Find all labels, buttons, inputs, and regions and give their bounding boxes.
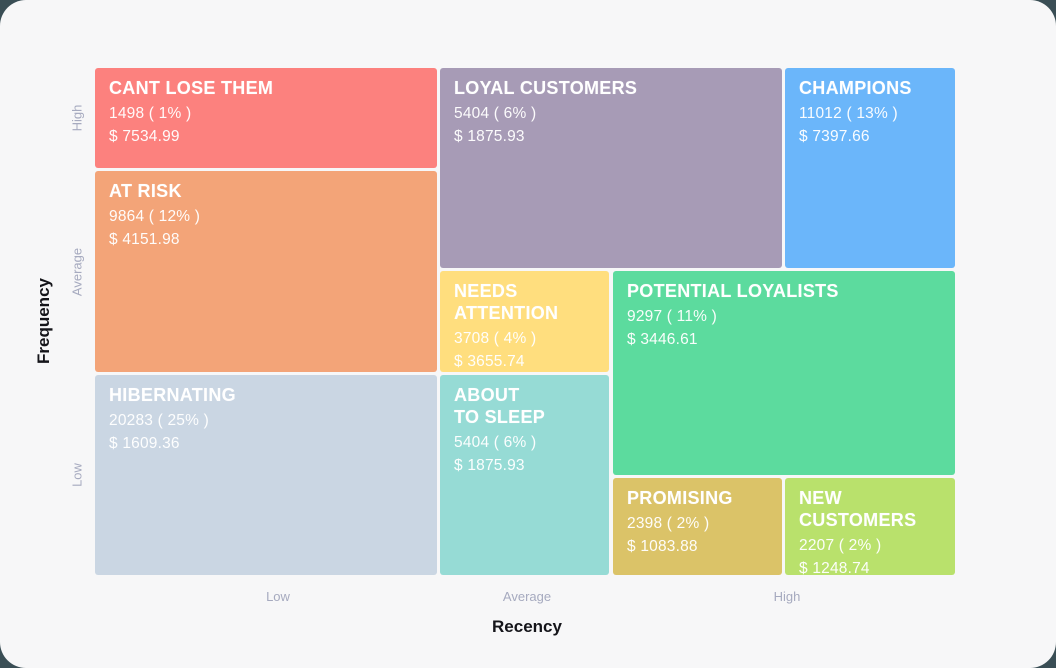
y-axis-title: Frequency <box>34 278 53 364</box>
y-tick-high: High <box>69 104 85 132</box>
segment-monetary: $ 3655.74 <box>454 353 525 370</box>
segment-count: 11012 ( 13% ) <box>799 105 898 122</box>
segment-monetary: $ 4151.98 <box>109 231 180 248</box>
segment-hibernating[interactable]: HIBERNATING 20283 ( 25% ) $ 1609.36 <box>95 375 437 575</box>
segment-loyal-customers[interactable]: LOYAL CUSTOMERS 5404 ( 6% ) $ 1875.93 <box>440 68 782 268</box>
segment-monetary: $ 1875.93 <box>454 128 525 145</box>
segment-monetary: $ 1248.74 <box>799 560 870 575</box>
rfm-treemap: CANT LOSE THEM 1498 ( 1% ) $ 7534.99 LOYAL … <box>95 67 955 575</box>
segment-at-risk[interactable]: AT RISK 9864 ( 12% ) $ 4151.98 <box>95 171 437 372</box>
y-tick-average: Average <box>69 247 85 297</box>
segment-monetary: $ 1875.93 <box>454 457 525 474</box>
segment-monetary: $ 3446.61 <box>627 331 698 348</box>
segment-count: 5404 ( 6% ) <box>454 105 537 122</box>
segment-title: NEEDS ATTENTION <box>454 281 559 323</box>
segment-count: 9864 ( 12% ) <box>109 208 201 225</box>
x-tick-high: High <box>773 589 801 604</box>
segment-cant-lose-them[interactable]: CANT LOSE THEM 1498 ( 1% ) $ 7534.99 <box>95 68 437 168</box>
segment-count: 9297 ( 11% ) <box>627 308 717 325</box>
segment-monetary: $ 1609.36 <box>109 435 180 452</box>
segment-monetary: $ 7534.99 <box>109 128 180 145</box>
segment-title: POTENTIAL LOYALISTS <box>627 281 839 301</box>
segment-about-to-sleep[interactable]: ABOUT TO SLEEP 5404 ( 6% ) $ 1875.93 <box>440 375 609 575</box>
segment-title: HIBERNATING <box>109 385 236 405</box>
segment-new-customers[interactable]: NEW CUSTOMERS 2207 ( 2% ) $ 1248.74 <box>785 478 955 575</box>
x-axis-title: Recency <box>492 617 562 636</box>
segment-potential-loyalists[interactable]: POTENTIAL LOYALISTS 9297 ( 11% ) $ 3446.61 <box>613 271 955 475</box>
segment-count: 2207 ( 2% ) <box>799 537 882 554</box>
segment-title: CHAMPIONS <box>799 78 912 98</box>
segment-monetary: $ 7397.66 <box>799 128 870 145</box>
segment-count: 3708 ( 4% ) <box>454 330 537 347</box>
segment-count: 1498 ( 1% ) <box>109 105 192 122</box>
segment-title: NEW CUSTOMERS <box>799 488 917 530</box>
segment-needs-attention[interactable]: NEEDS ATTENTION 3708 ( 4% ) $ 3655.74 <box>440 271 609 372</box>
segment-title: LOYAL CUSTOMERS <box>454 78 638 98</box>
segment-count: 20283 ( 25% ) <box>109 412 209 429</box>
segment-title: AT RISK <box>109 181 182 201</box>
segment-monetary: $ 1083.88 <box>627 538 698 555</box>
segment-count: 2398 ( 2% ) <box>627 515 710 532</box>
y-tick-low: Low <box>69 463 85 487</box>
segment-title: PROMISING <box>627 488 733 508</box>
x-tick-average: Average <box>502 589 552 604</box>
segment-promising[interactable]: PROMISING 2398 ( 2% ) $ 1083.88 <box>613 478 782 575</box>
segment-title: CANT LOSE THEM <box>109 78 274 98</box>
segment-champions[interactable]: CHAMPIONS 11012 ( 13% ) $ 7397.66 <box>785 68 955 268</box>
segment-count: 5404 ( 6% ) <box>454 434 537 451</box>
x-tick-low: Low <box>266 589 290 604</box>
segment-title: ABOUT TO SLEEP <box>454 385 546 427</box>
